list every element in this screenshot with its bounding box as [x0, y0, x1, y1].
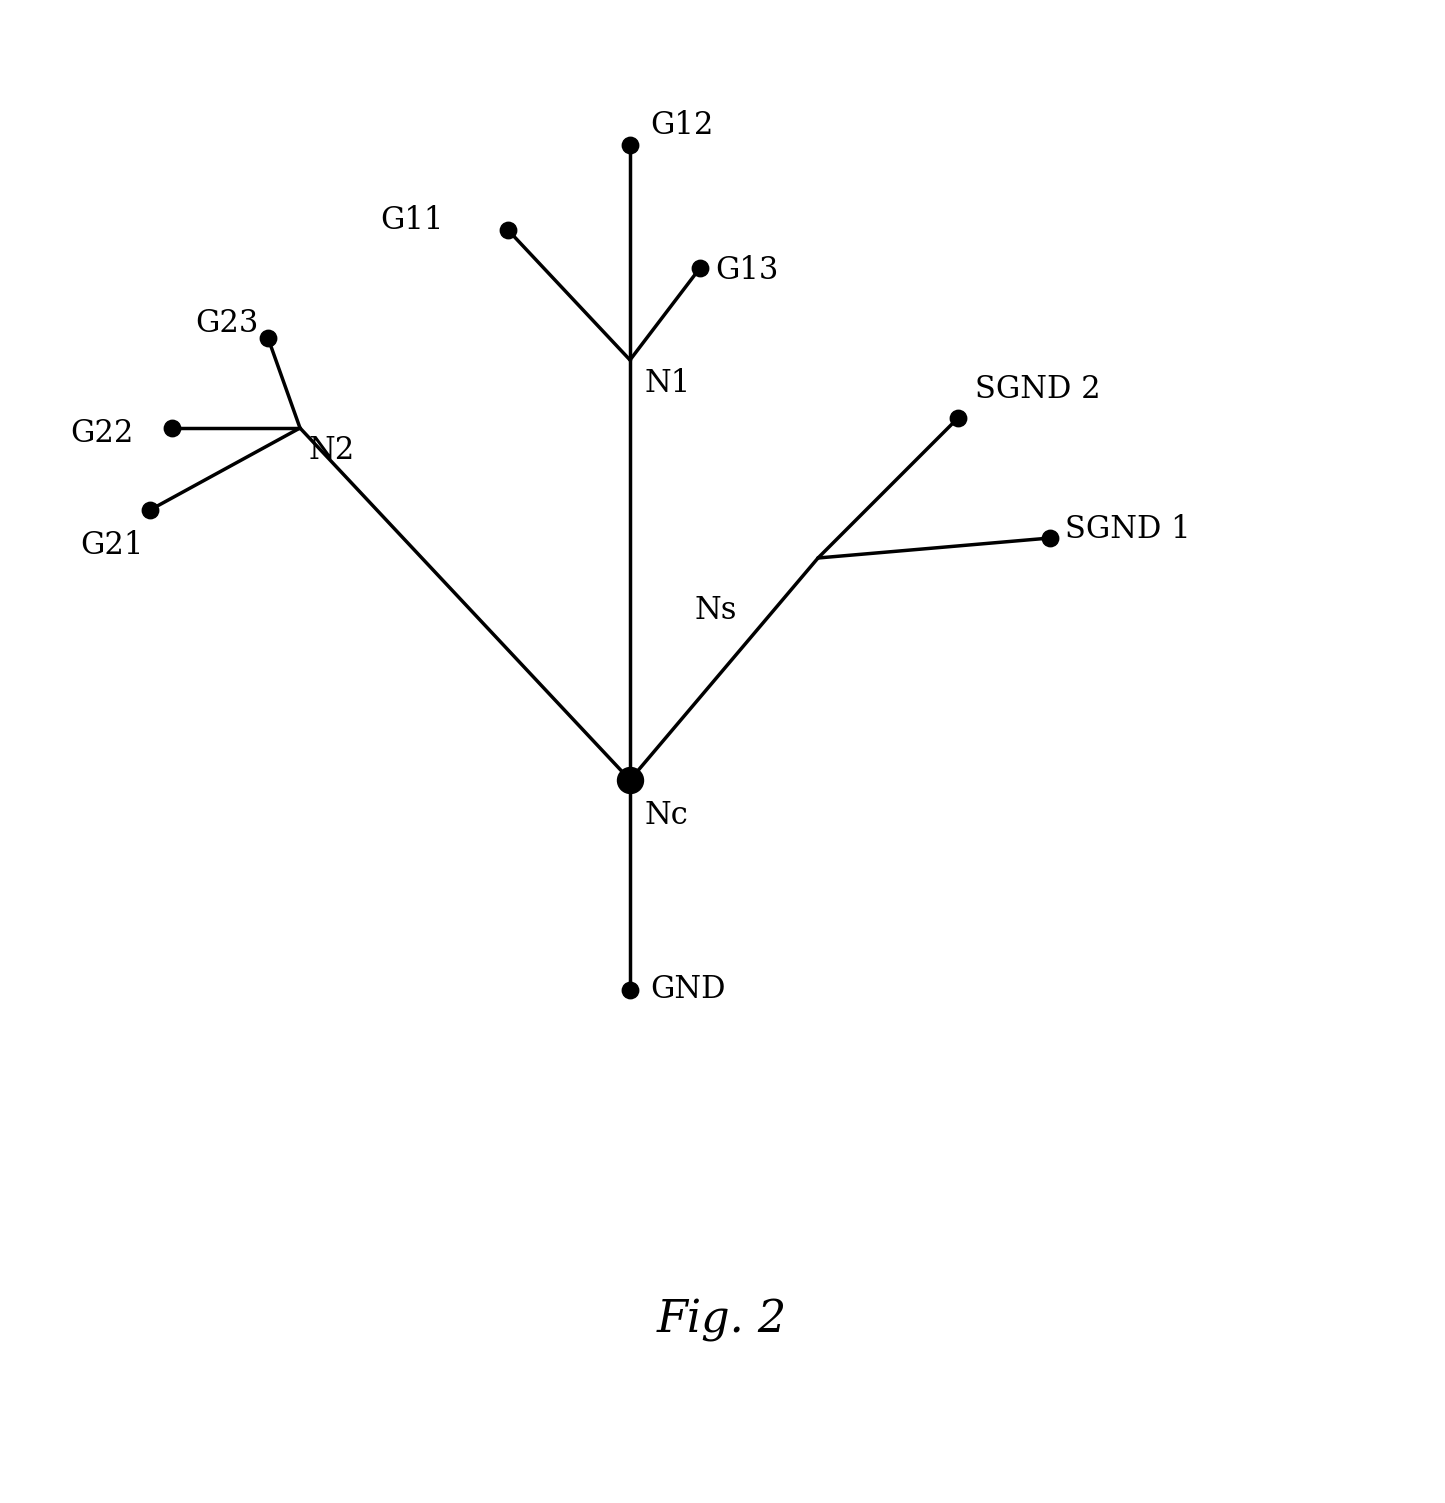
- Point: [139, 497, 162, 522]
- Point: [1039, 526, 1062, 550]
- Text: SGND 1: SGND 1: [1065, 514, 1191, 546]
- Point: [160, 416, 184, 440]
- Point: [688, 256, 711, 280]
- Text: Ns: Ns: [695, 595, 737, 627]
- Point: [618, 978, 642, 1003]
- Text: SGND 2: SGND 2: [975, 374, 1101, 406]
- Text: GND: GND: [650, 974, 725, 1006]
- Text: G12: G12: [650, 110, 714, 141]
- Text: N1: N1: [644, 368, 691, 398]
- Text: G21: G21: [79, 531, 143, 561]
- Text: G23: G23: [195, 308, 259, 340]
- Text: G11: G11: [380, 204, 444, 236]
- Point: [256, 326, 279, 350]
- Point: [618, 768, 642, 792]
- Point: [618, 132, 642, 156]
- Text: G13: G13: [715, 256, 779, 286]
- Text: Fig. 2: Fig. 2: [657, 1299, 788, 1342]
- Point: [497, 218, 520, 242]
- Text: Nc: Nc: [644, 800, 689, 831]
- Text: G22: G22: [69, 418, 133, 449]
- Point: [946, 406, 970, 430]
- Text: N2: N2: [308, 434, 354, 466]
